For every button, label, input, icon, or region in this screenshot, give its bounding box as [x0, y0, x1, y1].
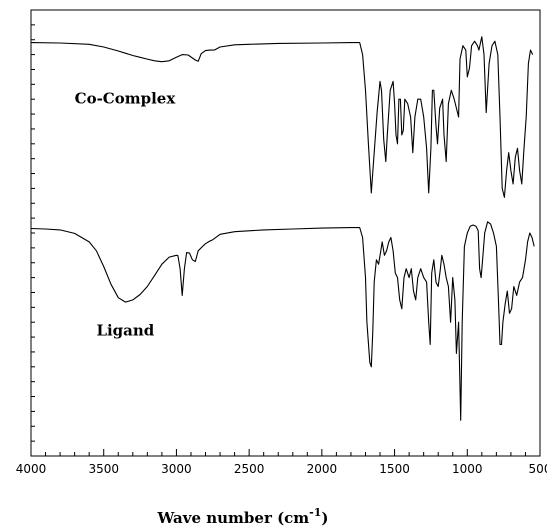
- x-tick-label: 1500: [379, 462, 410, 476]
- series-line-co-complex: [30, 36, 534, 198]
- y-axis-ticks: [31, 24, 35, 442]
- x-tick-label: 3000: [161, 462, 192, 476]
- series-label-co-complex: Co-Complex: [75, 90, 177, 108]
- series-layer: [30, 36, 535, 421]
- x-axis-ticks: 4000 3500 3000 2500 2000 1500 1000 500: [16, 449, 547, 476]
- x-tick-label: 2500: [234, 462, 265, 476]
- series-labels: Co-Complex Ligand: [75, 90, 177, 340]
- x-tick-label: 500: [529, 462, 547, 476]
- x-tick-label: 2000: [307, 462, 338, 476]
- x-tick-label: 4000: [16, 462, 47, 476]
- series-label-ligand: Ligand: [96, 322, 154, 340]
- series-line-ligand: [30, 221, 535, 421]
- x-tick-label: 1000: [452, 462, 483, 476]
- x-tick-label: 3500: [88, 462, 119, 476]
- plot-frame: [30, 9, 541, 457]
- x-axis-title: Wave number (cm-1): [156, 506, 328, 527]
